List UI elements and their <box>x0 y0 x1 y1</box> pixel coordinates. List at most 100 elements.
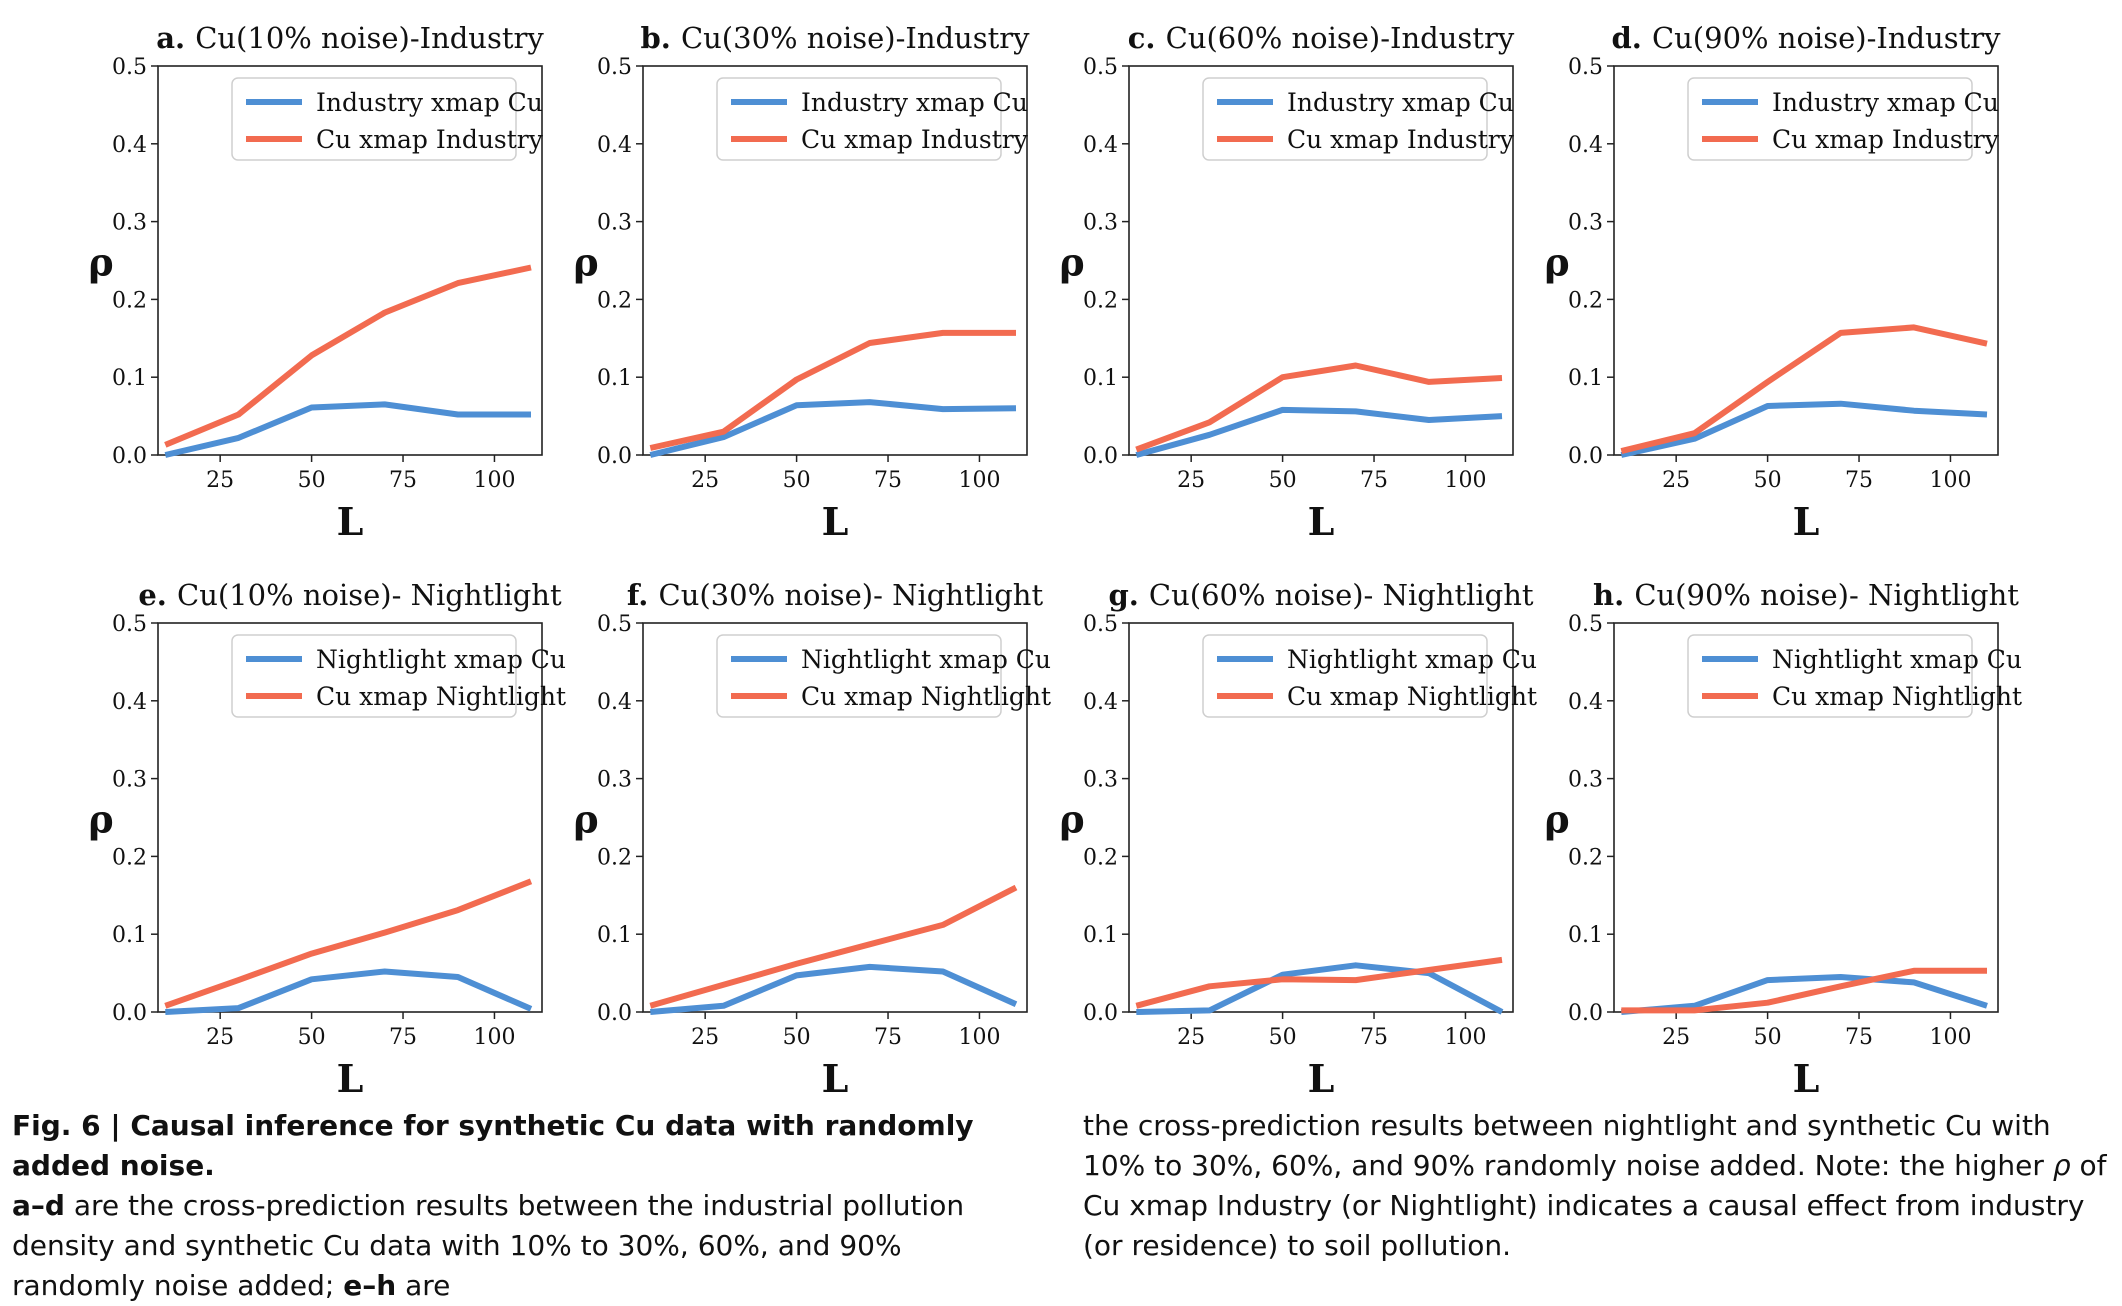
x-tick-label: 50 <box>1754 1025 1782 1050</box>
panel-letter: f. <box>627 578 659 612</box>
legend-box <box>1687 77 1973 161</box>
series-line-blue <box>649 399 1017 458</box>
legend-label: Nightlight xmap Cu <box>801 645 1051 674</box>
panel-title-text: Cu(30% noise)-Industry <box>681 21 1030 55</box>
panel-letter: b. <box>640 21 680 55</box>
chart-panel-c: c. Cu(60% noise)-Industry 0.0 0.1 0.2 0.3 0.4… <box>1059 21 1514 544</box>
legend: Nightlight xmap Cu Cu xmap Nightlight <box>1202 634 1537 718</box>
caption-text-1: are the cross-prediction results between… <box>12 1189 965 1302</box>
x-axis-label: L <box>1793 499 1820 544</box>
y-tick-label: 0.3 <box>112 768 147 793</box>
x-tick-label: 25 <box>206 1025 234 1050</box>
panel-letter: a. <box>156 21 195 55</box>
chart-title: f. Cu(30% noise)- Nightlight <box>627 578 1044 612</box>
series-line-blue <box>650 963 1018 1015</box>
chart-title: a. Cu(10% noise)-Industry <box>156 21 544 55</box>
x-axis-label: L <box>822 499 849 544</box>
series-line-orange <box>1620 324 1988 455</box>
x-tick-label: 25 <box>1662 1025 1690 1050</box>
legend-box <box>231 77 517 161</box>
x-tick-label: 50 <box>1754 468 1782 493</box>
legend: Nightlight xmap Cu Cu xmap Nightlight <box>231 634 566 718</box>
chart-title: b. Cu(30% noise)-Industry <box>640 21 1030 55</box>
x-tick-label: 50 <box>783 468 811 493</box>
y-tick-label: 0.1 <box>1568 923 1603 948</box>
caption-range-2: e–h <box>343 1269 397 1302</box>
x-axis-label: L <box>1308 499 1335 544</box>
legend-label: Nightlight xmap Cu <box>1772 645 2022 674</box>
x-tick-label: 100 <box>1444 1025 1486 1050</box>
legend-label: Cu xmap Nightlight <box>1772 682 2022 711</box>
x-tick-label: 75 <box>874 1025 902 1050</box>
panel-letter: d. <box>1611 21 1651 55</box>
series-line-orange <box>164 264 532 448</box>
panel-title-text: Cu(90% noise)- Nightlight <box>1634 578 2019 612</box>
plot-frame <box>642 622 1028 1013</box>
y-tick-label: 0.5 <box>1083 612 1118 637</box>
legend-box <box>1687 634 1973 718</box>
x-tick-label: 75 <box>1845 468 1873 493</box>
legend-label: Cu xmap Industry <box>1287 125 1515 154</box>
x-tick-label: 75 <box>874 468 902 493</box>
legend-label: Nightlight xmap Cu <box>1287 645 1537 674</box>
plot-frame <box>157 622 543 1013</box>
legend-label: Cu xmap Nightlight <box>316 682 566 711</box>
figure-caption-left: Fig. 6 | Causal inference for synthetic … <box>12 1106 1042 1306</box>
y-tick-label: 0.0 <box>1568 1001 1603 1026</box>
x-tick-label: 100 <box>1444 468 1486 493</box>
y-tick-label: 0.1 <box>112 366 147 391</box>
chart-title: e. Cu(10% noise)- Nightlight <box>138 578 562 612</box>
x-tick-label: 25 <box>691 1025 719 1050</box>
x-tick-label: 75 <box>389 1025 417 1050</box>
y-tick-label: 0.5 <box>1568 612 1603 637</box>
y-tick-label: 0.1 <box>597 366 632 391</box>
legend: Nightlight xmap Cu Cu xmap Nightlight <box>716 634 1051 718</box>
plot-frame <box>1128 622 1514 1013</box>
legend-label: Cu xmap Nightlight <box>1287 682 1537 711</box>
caption-label: Fig. 6 | Causal inference for synthetic … <box>12 1109 974 1182</box>
x-tick-label: 25 <box>691 468 719 493</box>
x-tick-label: 50 <box>1269 1025 1297 1050</box>
chart-panel-d: d. Cu(90% noise)-Industry 0.0 0.1 0.2 0.3 0.4… <box>1544 21 2001 544</box>
y-axis-label: ρ <box>1544 797 1569 842</box>
y-tick-label: 0.5 <box>1568 55 1603 80</box>
y-tick-label: 0.0 <box>112 1001 147 1026</box>
legend-box <box>1202 77 1488 161</box>
chart-panel-b: b. Cu(30% noise)-Industry 0.0 0.1 0.2 0.3 0.4… <box>573 21 1030 544</box>
legend-label: Cu xmap Industry <box>1772 125 2000 154</box>
y-tick-label: 0.0 <box>597 444 632 469</box>
y-tick-label: 0.3 <box>1083 211 1118 236</box>
panel-letter: e. <box>138 578 177 612</box>
series-line-orange <box>649 329 1016 451</box>
x-tick-label: 50 <box>298 1025 326 1050</box>
y-tick-label: 0.2 <box>1568 288 1603 313</box>
y-tick-label: 0.0 <box>112 444 147 469</box>
y-axis-label: ρ <box>573 240 598 285</box>
x-tick-label: 50 <box>1269 468 1297 493</box>
legend-box <box>231 634 517 718</box>
chart-title: c. Cu(60% noise)-Industry <box>1128 21 1515 55</box>
legend-label: Cu xmap Nightlight <box>801 682 1051 711</box>
y-tick-label: 0.4 <box>597 133 632 158</box>
caption-text-3: the cross-prediction results between nig… <box>1083 1109 2053 1182</box>
series-line-blue <box>1135 406 1503 458</box>
y-tick-label: 0.3 <box>1568 768 1603 793</box>
y-tick-label: 0.3 <box>1083 768 1118 793</box>
x-tick-label: 100 <box>473 1025 515 1050</box>
series-line-blue <box>1620 400 1988 458</box>
legend: Nightlight xmap Cu Cu xmap Nightlight <box>1687 634 2022 718</box>
x-tick-label: 75 <box>1360 1025 1388 1050</box>
y-tick-label: 0.3 <box>112 211 147 236</box>
x-tick-label: 75 <box>1845 1025 1873 1050</box>
legend-box <box>716 77 1002 161</box>
series-line-orange <box>1621 967 1987 1014</box>
panel-title-text: Cu(60% noise)-Industry <box>1166 21 1515 55</box>
x-axis-label: L <box>337 499 364 544</box>
series-line-orange <box>1135 956 1503 1009</box>
y-axis-label: ρ <box>1544 240 1569 285</box>
series-line-orange <box>649 884 1018 1009</box>
x-axis-label: L <box>1308 1056 1335 1101</box>
series-line-orange <box>164 878 533 1009</box>
plot-frame <box>1613 65 1999 456</box>
chart-title: g. Cu(60% noise)- Nightlight <box>1108 578 1533 612</box>
